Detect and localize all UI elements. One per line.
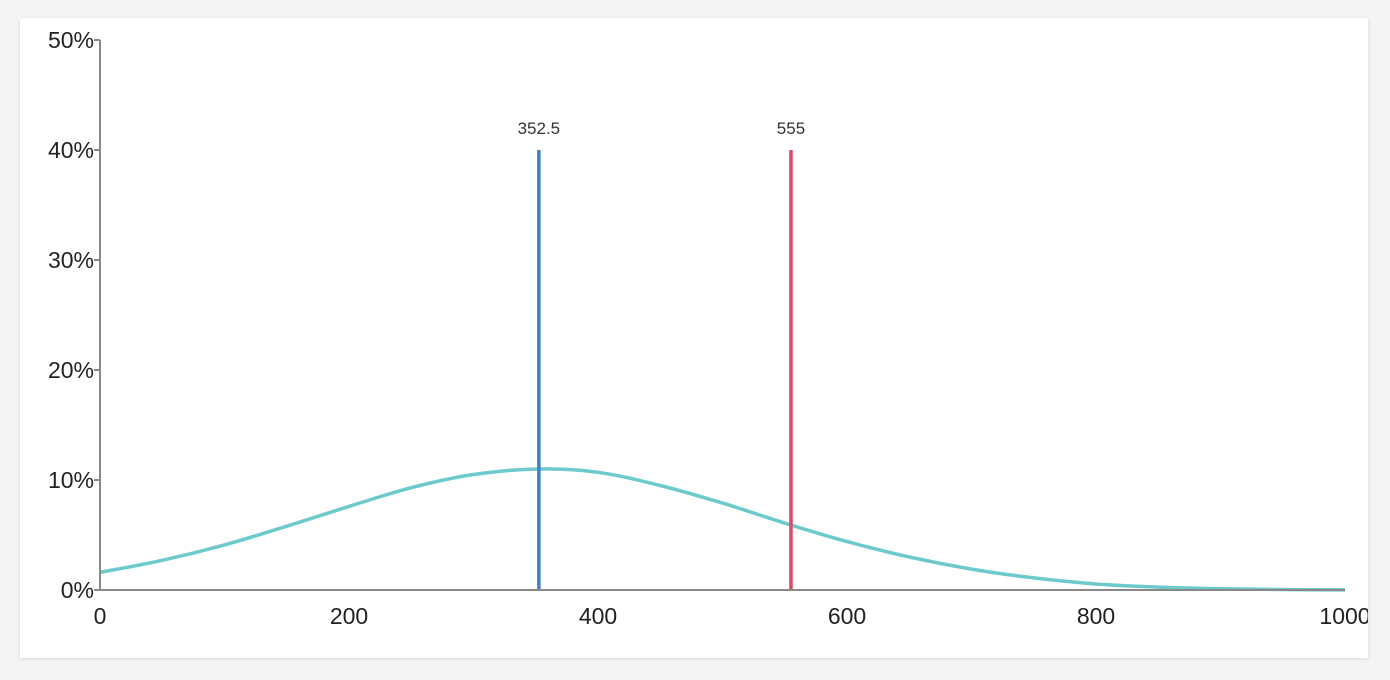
chart-card: 0% 10% 20% 30% 40% 50% 0 200 400 600 800 1000 352.… (20, 18, 1368, 658)
marker-lines: 352.5 555 (518, 119, 805, 590)
x-tick-label: 0 (94, 603, 107, 629)
y-axis-ticks: 0% 10% 20% 30% 40% 50% (48, 27, 100, 603)
x-tick-label: 1000 (1319, 603, 1368, 629)
x-tick-label: 400 (579, 603, 617, 629)
y-tick-label: 50% (48, 27, 94, 53)
x-tick-label: 600 (828, 603, 866, 629)
x-tick-label: 200 (330, 603, 368, 629)
x-tick-label: 800 (1077, 603, 1115, 629)
y-tick-label: 10% (48, 467, 94, 493)
y-tick-label: 30% (48, 247, 94, 273)
y-tick-label: 0% (61, 577, 94, 603)
x-axis-ticks: 0 200 400 600 800 1000 (94, 603, 1368, 629)
marker-label: 352.5 (518, 119, 561, 138)
distribution-chart: 0% 10% 20% 30% 40% 50% 0 200 400 600 800 1000 352.… (48, 27, 1368, 629)
y-tick-label: 40% (48, 137, 94, 163)
distribution-curve (99, 467, 1346, 592)
y-tick-label: 20% (48, 357, 94, 383)
marker-label: 555 (777, 119, 805, 138)
